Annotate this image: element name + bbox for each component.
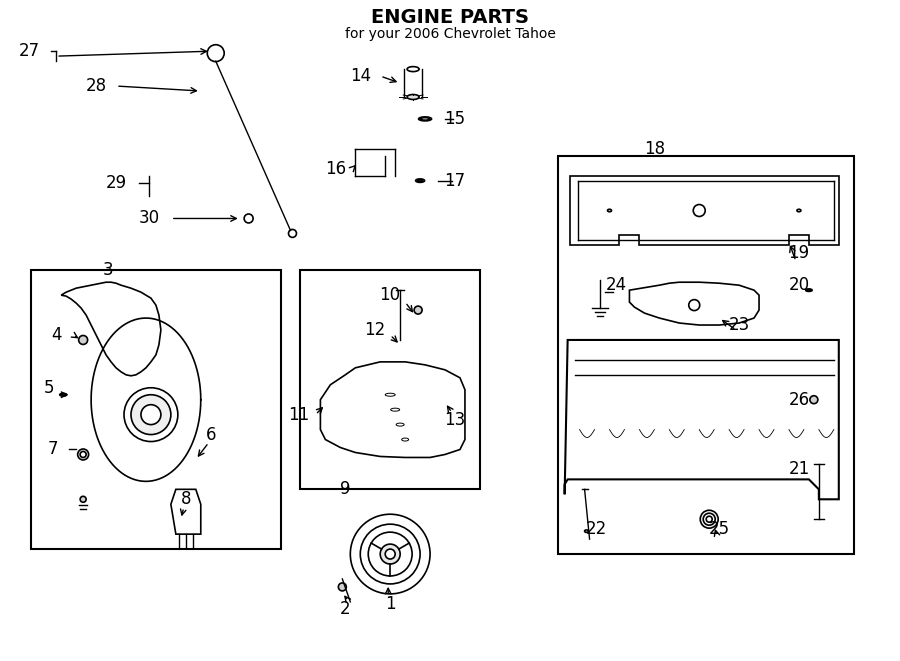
Ellipse shape xyxy=(385,393,395,396)
Text: 17: 17 xyxy=(445,172,465,190)
Ellipse shape xyxy=(407,95,419,99)
Ellipse shape xyxy=(416,179,425,182)
Ellipse shape xyxy=(806,290,811,291)
Text: 15: 15 xyxy=(445,110,465,128)
Circle shape xyxy=(77,449,88,460)
Circle shape xyxy=(706,516,712,522)
Text: 23: 23 xyxy=(728,316,750,334)
Circle shape xyxy=(207,45,224,61)
Text: 5: 5 xyxy=(44,379,55,397)
Text: 2: 2 xyxy=(340,600,351,618)
Circle shape xyxy=(124,388,178,442)
Circle shape xyxy=(141,405,161,424)
Text: 25: 25 xyxy=(708,520,730,538)
Ellipse shape xyxy=(806,289,812,292)
Ellipse shape xyxy=(420,118,429,120)
Text: 21: 21 xyxy=(788,461,809,479)
Circle shape xyxy=(360,524,420,584)
Ellipse shape xyxy=(401,438,409,441)
Text: 1: 1 xyxy=(385,595,395,613)
Circle shape xyxy=(78,336,87,344)
Text: 27: 27 xyxy=(19,42,40,60)
Text: 29: 29 xyxy=(105,174,127,192)
Circle shape xyxy=(700,510,718,528)
Ellipse shape xyxy=(585,530,589,532)
Circle shape xyxy=(289,229,296,237)
Ellipse shape xyxy=(391,408,400,411)
Circle shape xyxy=(693,204,706,217)
Ellipse shape xyxy=(59,393,67,396)
Text: 16: 16 xyxy=(325,160,346,178)
Circle shape xyxy=(244,214,253,223)
Text: 30: 30 xyxy=(139,210,159,227)
Ellipse shape xyxy=(796,210,801,212)
Text: 10: 10 xyxy=(380,286,400,304)
Circle shape xyxy=(380,544,400,564)
Circle shape xyxy=(414,306,422,314)
Text: 20: 20 xyxy=(788,276,809,294)
Ellipse shape xyxy=(407,67,419,71)
Ellipse shape xyxy=(698,210,701,212)
Circle shape xyxy=(368,532,412,576)
Circle shape xyxy=(80,451,86,457)
Text: 7: 7 xyxy=(48,440,58,459)
Ellipse shape xyxy=(60,394,66,396)
Ellipse shape xyxy=(418,180,423,182)
Circle shape xyxy=(385,549,395,559)
Text: 6: 6 xyxy=(205,426,216,444)
Circle shape xyxy=(131,395,171,434)
Text: 13: 13 xyxy=(445,410,465,428)
Text: 12: 12 xyxy=(364,321,386,339)
Text: 8: 8 xyxy=(181,490,191,508)
Text: 19: 19 xyxy=(788,245,809,262)
Text: 18: 18 xyxy=(644,139,665,158)
Circle shape xyxy=(338,583,346,591)
Text: 4: 4 xyxy=(51,326,61,344)
Text: 3: 3 xyxy=(103,261,113,279)
Circle shape xyxy=(703,513,716,525)
Text: for your 2006 Chevrolet Tahoe: for your 2006 Chevrolet Tahoe xyxy=(345,27,555,41)
Text: 9: 9 xyxy=(340,481,351,498)
Text: 28: 28 xyxy=(86,77,107,95)
Circle shape xyxy=(688,299,699,311)
Bar xyxy=(32,270,281,549)
Text: 14: 14 xyxy=(350,67,371,85)
Text: 22: 22 xyxy=(586,520,608,538)
Ellipse shape xyxy=(396,423,404,426)
Bar xyxy=(558,156,854,554)
Text: ENGINE PARTS: ENGINE PARTS xyxy=(371,8,529,27)
Circle shape xyxy=(810,396,818,404)
Ellipse shape xyxy=(608,210,611,212)
Bar xyxy=(301,270,480,489)
Text: 11: 11 xyxy=(288,406,309,424)
Text: 26: 26 xyxy=(788,391,809,408)
Circle shape xyxy=(350,514,430,594)
Ellipse shape xyxy=(418,117,432,121)
Text: 24: 24 xyxy=(606,276,627,294)
Circle shape xyxy=(80,496,86,502)
